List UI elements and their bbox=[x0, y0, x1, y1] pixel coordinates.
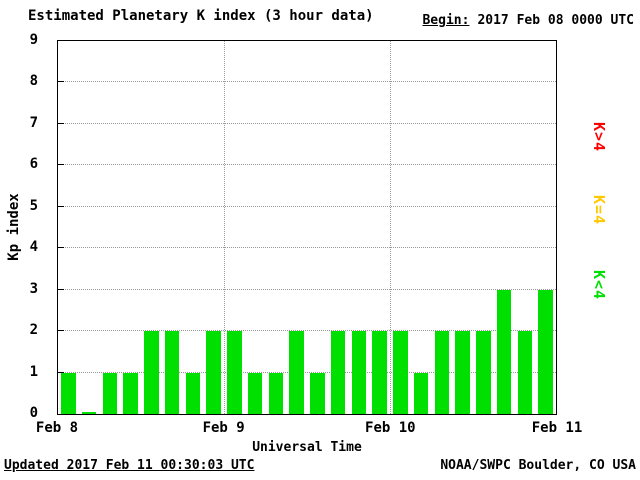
kp-bar bbox=[81, 412, 97, 414]
v-gridline bbox=[390, 41, 391, 414]
h-gridline bbox=[58, 81, 556, 83]
legend-item-k-eq-4: K=4 bbox=[590, 195, 608, 226]
y-tick-label: 1 bbox=[29, 363, 38, 380]
y-tick-label: 7 bbox=[29, 114, 38, 131]
kp-bar bbox=[289, 331, 304, 414]
x-tick-label: Feb 9 bbox=[202, 420, 245, 436]
kp-bar bbox=[247, 372, 263, 414]
kp-bar bbox=[476, 331, 491, 414]
y-tickmark bbox=[58, 371, 64, 373]
kp-bar bbox=[496, 289, 512, 414]
h-gridline bbox=[58, 288, 556, 290]
y-tickmark bbox=[58, 164, 64, 166]
updated-timestamp: Updated 2017 Feb 11 00:30:03 UTC bbox=[4, 458, 255, 473]
begin-value: 2017 Feb 08 0000 UTC bbox=[477, 13, 634, 28]
legend-item-k-lt-4: K<4 bbox=[590, 270, 608, 301]
begin-label: Begin: bbox=[422, 13, 470, 28]
kp-bar bbox=[268, 372, 284, 414]
kp-bar bbox=[102, 372, 118, 414]
h-gridline bbox=[58, 330, 556, 332]
kp-bar bbox=[330, 331, 346, 414]
y-tick-label: 3 bbox=[29, 280, 38, 297]
x-tick-labels: Feb 8 Feb 9 Feb 10 Feb 11 bbox=[36, 420, 582, 436]
kp-bar bbox=[227, 331, 242, 414]
kp-bar bbox=[164, 331, 180, 414]
y-tickmark bbox=[58, 330, 64, 332]
kp-bar bbox=[144, 331, 159, 414]
kp-bar bbox=[538, 289, 553, 414]
h-gridline bbox=[58, 205, 556, 207]
x-tick-label: Feb 10 bbox=[365, 420, 416, 436]
kp-bar bbox=[393, 331, 408, 414]
kp-bar bbox=[206, 331, 221, 414]
y-tick-label: 9 bbox=[29, 32, 38, 48]
kp-bar bbox=[310, 372, 325, 414]
y-tick-labels: 0 1 2 3 4 5 6 7 8 9 bbox=[0, 33, 48, 420]
kp-bar bbox=[517, 331, 533, 414]
kp-bar bbox=[372, 331, 387, 414]
h-gridline bbox=[58, 371, 556, 373]
legend: K>4 K=4 K<4 bbox=[588, 40, 616, 415]
kp-bar bbox=[434, 331, 450, 414]
y-tick-label: 0 bbox=[29, 405, 38, 421]
x-tick-label: Feb 8 bbox=[35, 420, 79, 436]
y-tick-label: 5 bbox=[29, 197, 38, 214]
kp-bar bbox=[351, 331, 367, 414]
h-gridline bbox=[58, 122, 556, 124]
source-attribution: NOAA/SWPC Boulder, CO USA bbox=[440, 458, 636, 473]
kp-bar bbox=[61, 372, 76, 414]
y-tickmark bbox=[58, 247, 64, 249]
kp-bar bbox=[185, 372, 201, 414]
h-gridline bbox=[58, 164, 556, 166]
v-gridline bbox=[224, 41, 225, 414]
legend-item-k-gt-4: K>4 bbox=[590, 122, 608, 153]
kp-bar bbox=[123, 372, 138, 414]
kp-bar bbox=[413, 372, 429, 414]
begin-block: Begin: 2017 Feb 08 0000 UTC bbox=[422, 13, 634, 28]
y-tickmark bbox=[58, 288, 64, 290]
y-tick-label: 2 bbox=[29, 322, 38, 339]
chart-title: Estimated Planetary K index (3 hour data… bbox=[28, 8, 374, 24]
h-gridline bbox=[58, 247, 556, 249]
y-tickmark bbox=[58, 205, 64, 207]
kp-bar bbox=[455, 331, 470, 414]
x-tick-label: Feb 11 bbox=[531, 420, 583, 436]
y-tick-label: 8 bbox=[29, 73, 38, 90]
y-tick-label: 4 bbox=[29, 239, 38, 256]
y-tickmark bbox=[58, 81, 64, 83]
y-tickmark bbox=[58, 122, 64, 124]
x-axis-title: Universal Time bbox=[252, 440, 362, 455]
plot-area bbox=[57, 40, 557, 415]
y-tick-label: 6 bbox=[29, 156, 38, 173]
